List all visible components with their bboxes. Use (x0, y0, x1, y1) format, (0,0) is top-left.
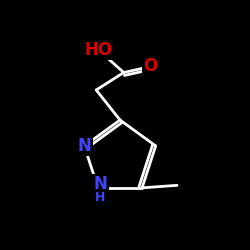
Text: HO: HO (85, 41, 113, 59)
Text: H: H (95, 191, 106, 204)
Text: N: N (78, 137, 91, 155)
Text: O: O (143, 57, 157, 75)
Text: N: N (94, 175, 108, 193)
